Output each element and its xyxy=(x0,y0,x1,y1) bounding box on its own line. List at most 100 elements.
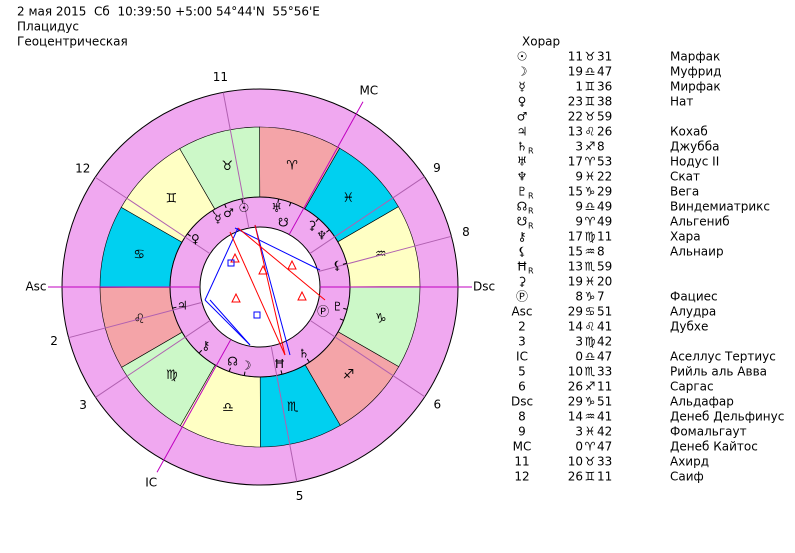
planet-tick xyxy=(277,198,280,203)
row-sign: ♓ xyxy=(585,170,596,184)
planet-tick xyxy=(212,210,216,215)
row-sign: ♑ xyxy=(585,395,596,409)
row-symbol: ♂ xyxy=(517,110,528,124)
row-minute: 47 xyxy=(597,440,612,454)
sign-glyph: ♍ xyxy=(166,368,178,383)
house-label: 11 xyxy=(213,70,228,84)
house-label: Dsc xyxy=(473,280,495,294)
planet-glyph: ♄ xyxy=(299,346,310,360)
planet-tick xyxy=(243,371,246,376)
row-star: Денеб Дельфинус xyxy=(670,410,784,424)
row-star: Саргас xyxy=(670,380,714,394)
row-sign: ♉ xyxy=(585,50,596,64)
row-minute: 53 xyxy=(597,155,612,169)
planet-glyph: ☋ xyxy=(278,216,289,230)
row-symbol: 5 xyxy=(518,365,526,379)
row-degree: 8 xyxy=(575,290,583,304)
planet-glyph: ⚳ xyxy=(308,219,317,233)
planet-glyph: ♂ xyxy=(223,206,234,220)
row-sign: ♎ xyxy=(585,200,596,214)
row-star: Саиф xyxy=(670,470,704,484)
house-label: 2 xyxy=(50,334,58,348)
row-star: Кохаб xyxy=(670,125,708,139)
row-retro: R xyxy=(528,192,534,201)
row-sign: ♏ xyxy=(585,365,596,379)
row-sign: ♉ xyxy=(585,110,596,124)
row-retro: R xyxy=(528,207,534,216)
row-symbol: 3 xyxy=(518,335,526,349)
row-symbol: ♄ xyxy=(517,140,528,154)
row-star: Мирфак xyxy=(670,80,721,94)
house-cusp xyxy=(288,101,364,235)
aspect-line xyxy=(229,231,286,356)
row-sign: ♐ xyxy=(585,380,596,394)
row-star: Альнаир xyxy=(670,245,724,259)
planet-tick xyxy=(343,307,348,310)
aspect-glyph xyxy=(231,292,241,303)
row-symbol: ⚷ xyxy=(518,230,527,244)
row-sign: ♈ xyxy=(585,440,596,454)
row-degree: 17 xyxy=(568,230,583,244)
planet-tick xyxy=(339,318,344,321)
aspect-line xyxy=(204,299,251,346)
planet-tick xyxy=(198,349,203,354)
row-minute: 41 xyxy=(597,410,612,424)
planet-glyph: ⚷ xyxy=(201,338,210,352)
row-retro: R xyxy=(528,147,534,156)
row-degree: 13 xyxy=(568,125,583,139)
row-minute: 20 xyxy=(597,275,612,289)
row-minute: 38 xyxy=(597,95,612,109)
table-title: Хорар xyxy=(522,35,560,49)
row-degree: 1 xyxy=(575,80,583,94)
row-degree: 26 xyxy=(568,470,583,484)
aspect-glyph xyxy=(230,252,240,263)
row-minute: 29 xyxy=(597,185,612,199)
row-minute: 42 xyxy=(597,335,612,349)
sign-glyph: ♌ xyxy=(134,312,146,327)
row-minute: 36 xyxy=(597,80,612,94)
row-symbol: Ⓟ xyxy=(516,290,528,304)
sign-glyph: ♓ xyxy=(342,191,354,206)
house-cusp xyxy=(309,176,425,254)
planet-tick xyxy=(224,204,227,209)
row-symbol: 11 xyxy=(514,455,529,469)
row-star: Рийль аль Авва xyxy=(670,365,767,379)
row-minute: 11 xyxy=(597,470,612,484)
wheel: ♈ ♉ ♊ ♋ ♌ ♍ ♎ ♏ ♐ ♑ ♒ ♓ Asc 2 3 IC 5 6 Dsc 8 9 MC 11 12 ☉ ☽ ☿ ♀ ♂ ♃ ♄ ♅… xyxy=(25,70,495,503)
row-sign: ♋ xyxy=(585,305,596,319)
row-symbol: Dsc xyxy=(511,395,533,409)
row-symbol: 2 xyxy=(518,320,526,334)
row-minute: 49 xyxy=(597,215,612,229)
row-star: Джубба xyxy=(670,140,719,154)
row-star: Скат xyxy=(670,170,700,184)
aspect-glyph xyxy=(253,311,261,319)
row-degree: 19 xyxy=(568,65,583,79)
planet-tick xyxy=(326,229,330,233)
row-minute: 33 xyxy=(597,455,612,469)
row-minute: 59 xyxy=(597,110,612,124)
row-sign: ♊ xyxy=(585,80,596,94)
row-star: Аселлус Тертиус xyxy=(670,350,776,364)
row-minute: 33 xyxy=(597,365,612,379)
aspect-glyph xyxy=(297,290,307,301)
row-degree: 29 xyxy=(568,305,583,319)
row-sign: ♌ xyxy=(585,125,596,139)
row-degree: 14 xyxy=(568,410,583,424)
house-label: 5 xyxy=(296,489,304,503)
house-label: 3 xyxy=(79,398,87,412)
row-star: Виндемиатрикс xyxy=(670,200,770,214)
planet-glyph: ♆ xyxy=(316,229,327,243)
house-cusp xyxy=(222,92,250,229)
row-star: Дубхе xyxy=(670,320,708,334)
row-retro: R xyxy=(528,267,534,276)
aspect-line xyxy=(237,227,326,301)
row-degree: 15 xyxy=(568,245,583,259)
row-symbol: ☿ xyxy=(518,80,525,94)
row-degree: 26 xyxy=(568,380,583,394)
row-minute: 11 xyxy=(597,380,612,394)
row-minute: 22 xyxy=(597,170,612,184)
row-retro: R xyxy=(528,222,534,231)
row-sign: ♈ xyxy=(585,215,596,229)
row-minute: 59 xyxy=(597,260,612,274)
